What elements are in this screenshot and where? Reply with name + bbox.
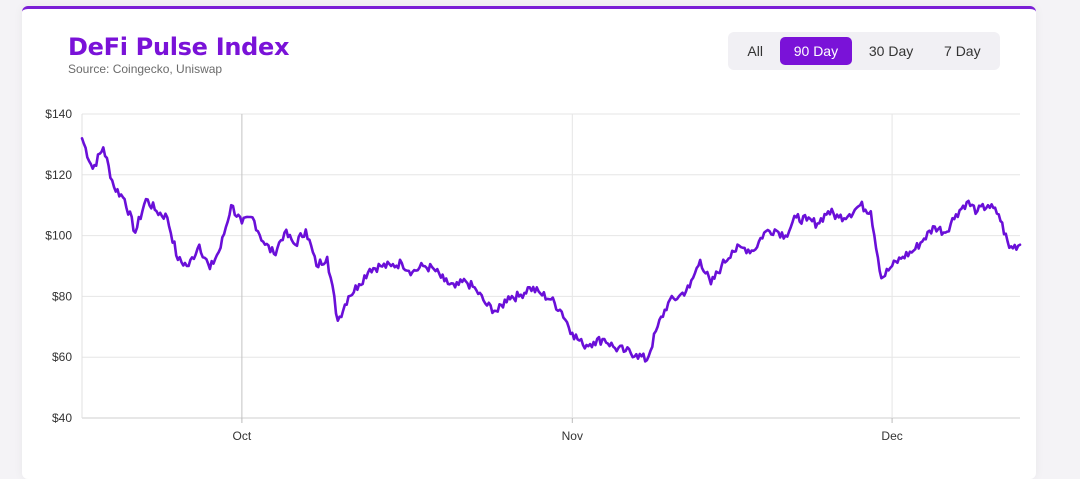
y-tick-label: $120 — [45, 168, 72, 182]
range-30day-button[interactable]: 30 Day — [855, 37, 927, 65]
y-tick-label: $40 — [52, 411, 72, 425]
price-series-line — [80, 137, 1022, 363]
x-tick-label: Dec — [881, 429, 902, 443]
y-tick-label: $140 — [45, 107, 72, 121]
time-range-selector: All 90 Day 30 Day 7 Day — [728, 32, 1000, 70]
range-7day-button[interactable]: 7 Day — [930, 37, 995, 65]
chart-source: Source: Coingecko, Uniswap — [68, 62, 223, 76]
y-tick-label: $100 — [45, 229, 72, 243]
range-90day-button[interactable]: 90 Day — [779, 37, 853, 65]
y-tick-label: $60 — [52, 350, 72, 364]
y-tick-label: $80 — [52, 289, 72, 303]
chart-card — [22, 6, 1036, 479]
range-all-button[interactable]: All — [733, 37, 777, 65]
chart-title: DeFi Pulse Index — [68, 33, 290, 61]
x-tick-label: Nov — [562, 429, 583, 443]
x-tick-label: Oct — [233, 429, 252, 443]
price-line-chart: $40 $60 $80 $100 $120 $140 Oct Nov Dec — [45, 107, 1022, 443]
